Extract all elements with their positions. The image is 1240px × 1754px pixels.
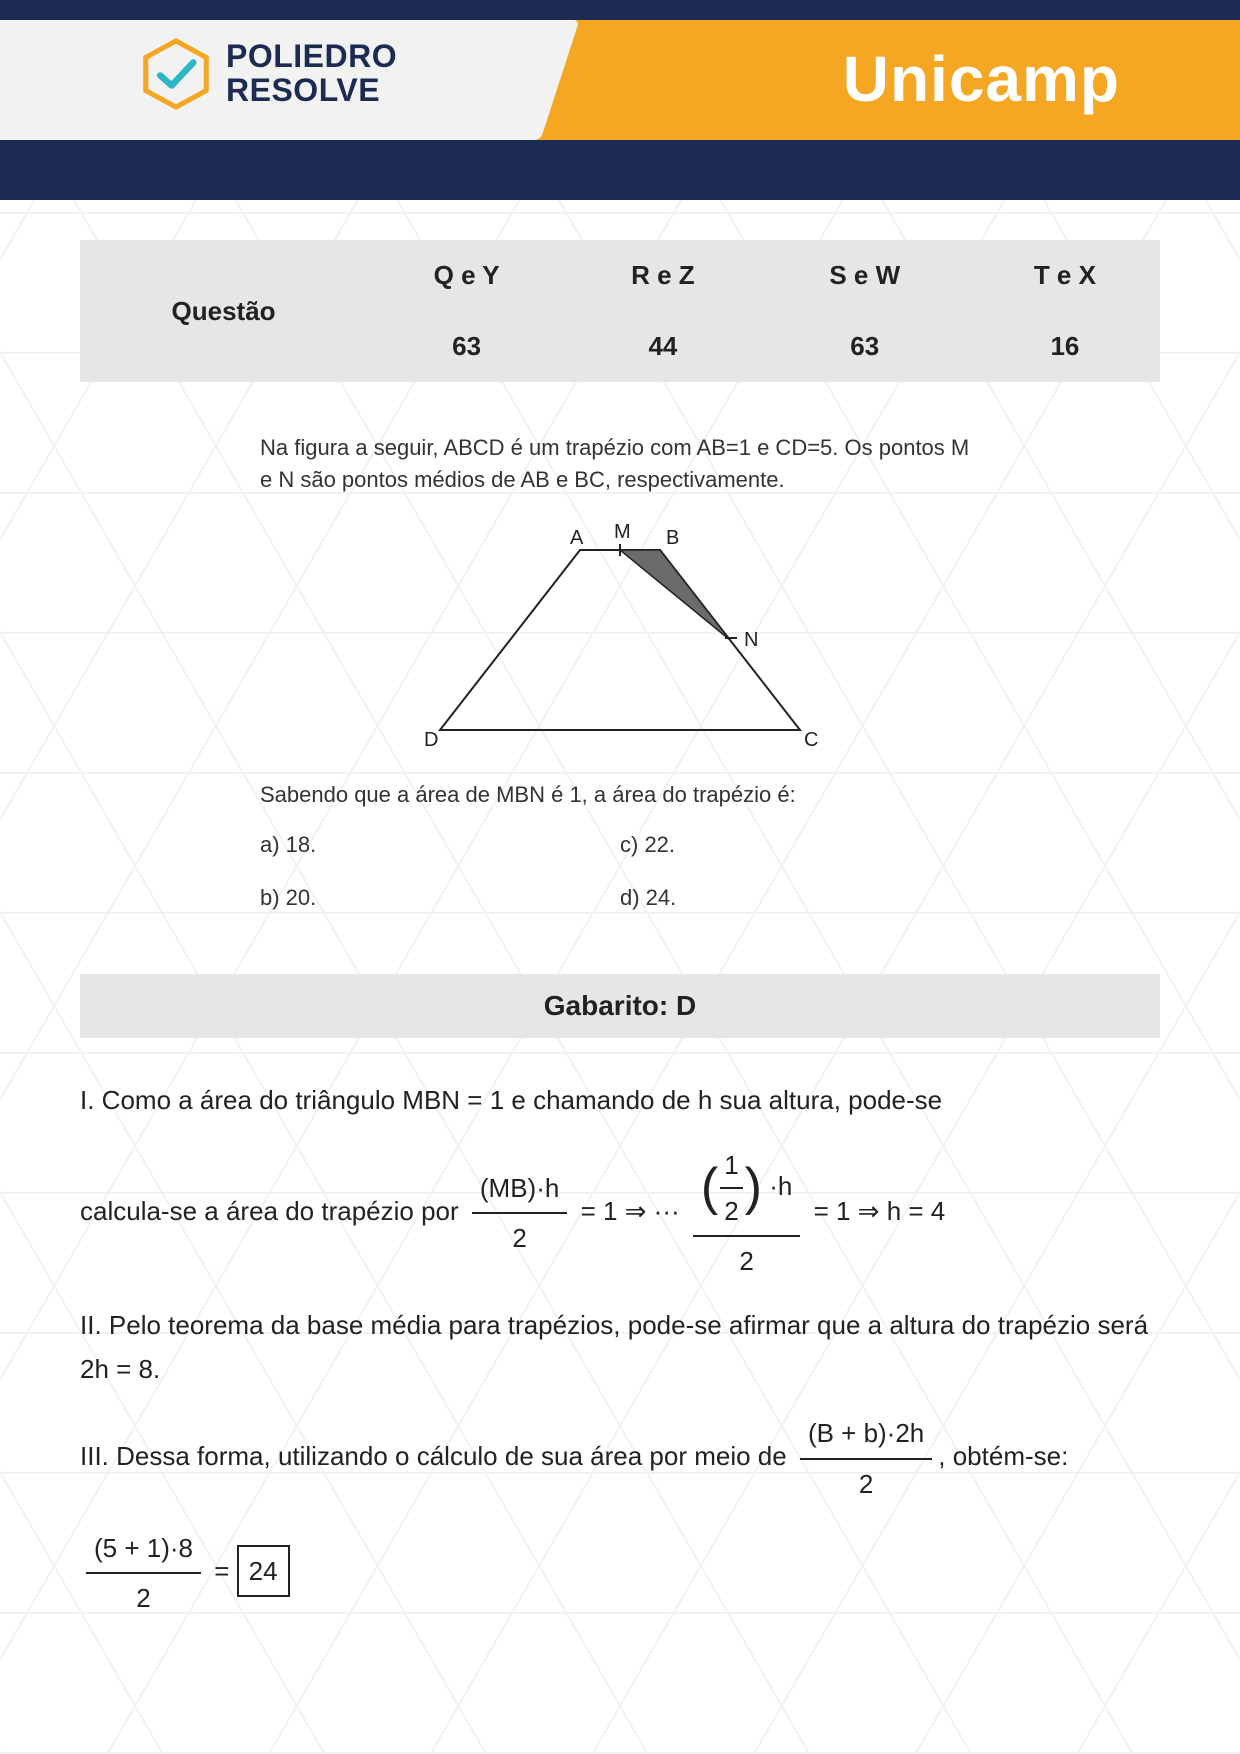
qtable-col: R e Z: [566, 240, 759, 311]
left-paren-icon: (: [701, 1167, 718, 1209]
solution-p2: II. Pelo teorema da base média para trap…: [80, 1303, 1160, 1391]
hexagon-check-icon: [140, 38, 212, 110]
option-c: c) 22.: [620, 829, 980, 861]
question-table: Questão Q e Y R e Z S e W T e X 63 44 63…: [80, 240, 1160, 382]
question-prompt: Sabendo que a área de MBN é 1, a área do…: [260, 779, 980, 811]
fraction-1: (MB)·h 2: [472, 1166, 567, 1260]
options-grid: a) 18. c) 22. b) 20. d) 24.: [260, 829, 980, 915]
qtable-val: 16: [970, 311, 1160, 382]
brand-logo: POLIEDRO RESOLVE: [140, 38, 397, 110]
table-row: Questão Q e Y R e Z S e W T e X: [80, 240, 1160, 311]
option-b: b) 20.: [260, 882, 620, 914]
brand-text: POLIEDRO RESOLVE: [226, 40, 397, 107]
fig-label-C: C: [804, 729, 818, 751]
university-name: Unicamp: [843, 42, 1120, 116]
fig-label-N: N: [744, 629, 758, 651]
eq1-mid: = 1 ⇒ ···: [581, 1196, 680, 1226]
solution-p1b-text: calcula-se a área do trapézio por: [80, 1196, 466, 1226]
option-a: a) 18.: [260, 829, 620, 861]
boxed-answer: 24: [237, 1545, 290, 1597]
fraction-2: ( 1 2 ) ·h 2: [693, 1143, 800, 1284]
question-block: Na figura a seguir, ABCD é um trapézio c…: [260, 432, 980, 914]
fig-label-B: B: [666, 527, 679, 549]
qtable-col: S e W: [760, 240, 970, 311]
brand-line2: RESOLVE: [226, 74, 397, 108]
solution-p3: III. Dessa forma, utilizando o cálculo d…: [80, 1411, 1160, 1505]
qtable-rowlabel: Questão: [80, 240, 367, 382]
eq1-tail: = 1 ⇒ h = 4: [814, 1196, 946, 1226]
qtable-col: T e X: [970, 240, 1160, 311]
question-intro: Na figura a seguir, ABCD é um trapézio c…: [260, 432, 980, 496]
fig-label-A: A: [570, 527, 584, 549]
solution-p1b: calcula-se a área do trapézio por (MB)·h…: [80, 1143, 1160, 1284]
paren-fraction: ( 1 2 ): [701, 1143, 762, 1233]
page-content: Questão Q e Y R e Z S e W T e X 63 44 63…: [0, 200, 1240, 1680]
solution-block: I. Como a área do triângulo MBN = 1 e ch…: [80, 1078, 1160, 1620]
solution-final: (5 + 1)·8 2 = 24: [80, 1526, 1160, 1620]
option-d: d) 24.: [620, 882, 980, 914]
fraction-4: (5 + 1)·8 2: [86, 1526, 201, 1620]
fraction-3: (B + b)·2h 2: [800, 1411, 932, 1505]
qtable-val: 63: [367, 311, 566, 382]
page-header: POLIEDRO RESOLVE Unicamp: [0, 0, 1240, 200]
fig-label-D: D: [424, 729, 438, 751]
qtable-col: Q e Y: [367, 240, 566, 311]
solution-p1a: I. Como a área do triângulo MBN = 1 e ch…: [80, 1078, 1160, 1122]
answer-key-bar: Gabarito: D: [80, 974, 1160, 1038]
brand-line1: POLIEDRO: [226, 40, 397, 74]
qtable-val: 44: [566, 311, 759, 382]
right-paren-icon: ): [745, 1167, 762, 1209]
trapezoid-figure: A M B N C D: [400, 510, 840, 769]
fig-label-M: M: [614, 521, 631, 543]
qtable-val: 63: [760, 311, 970, 382]
